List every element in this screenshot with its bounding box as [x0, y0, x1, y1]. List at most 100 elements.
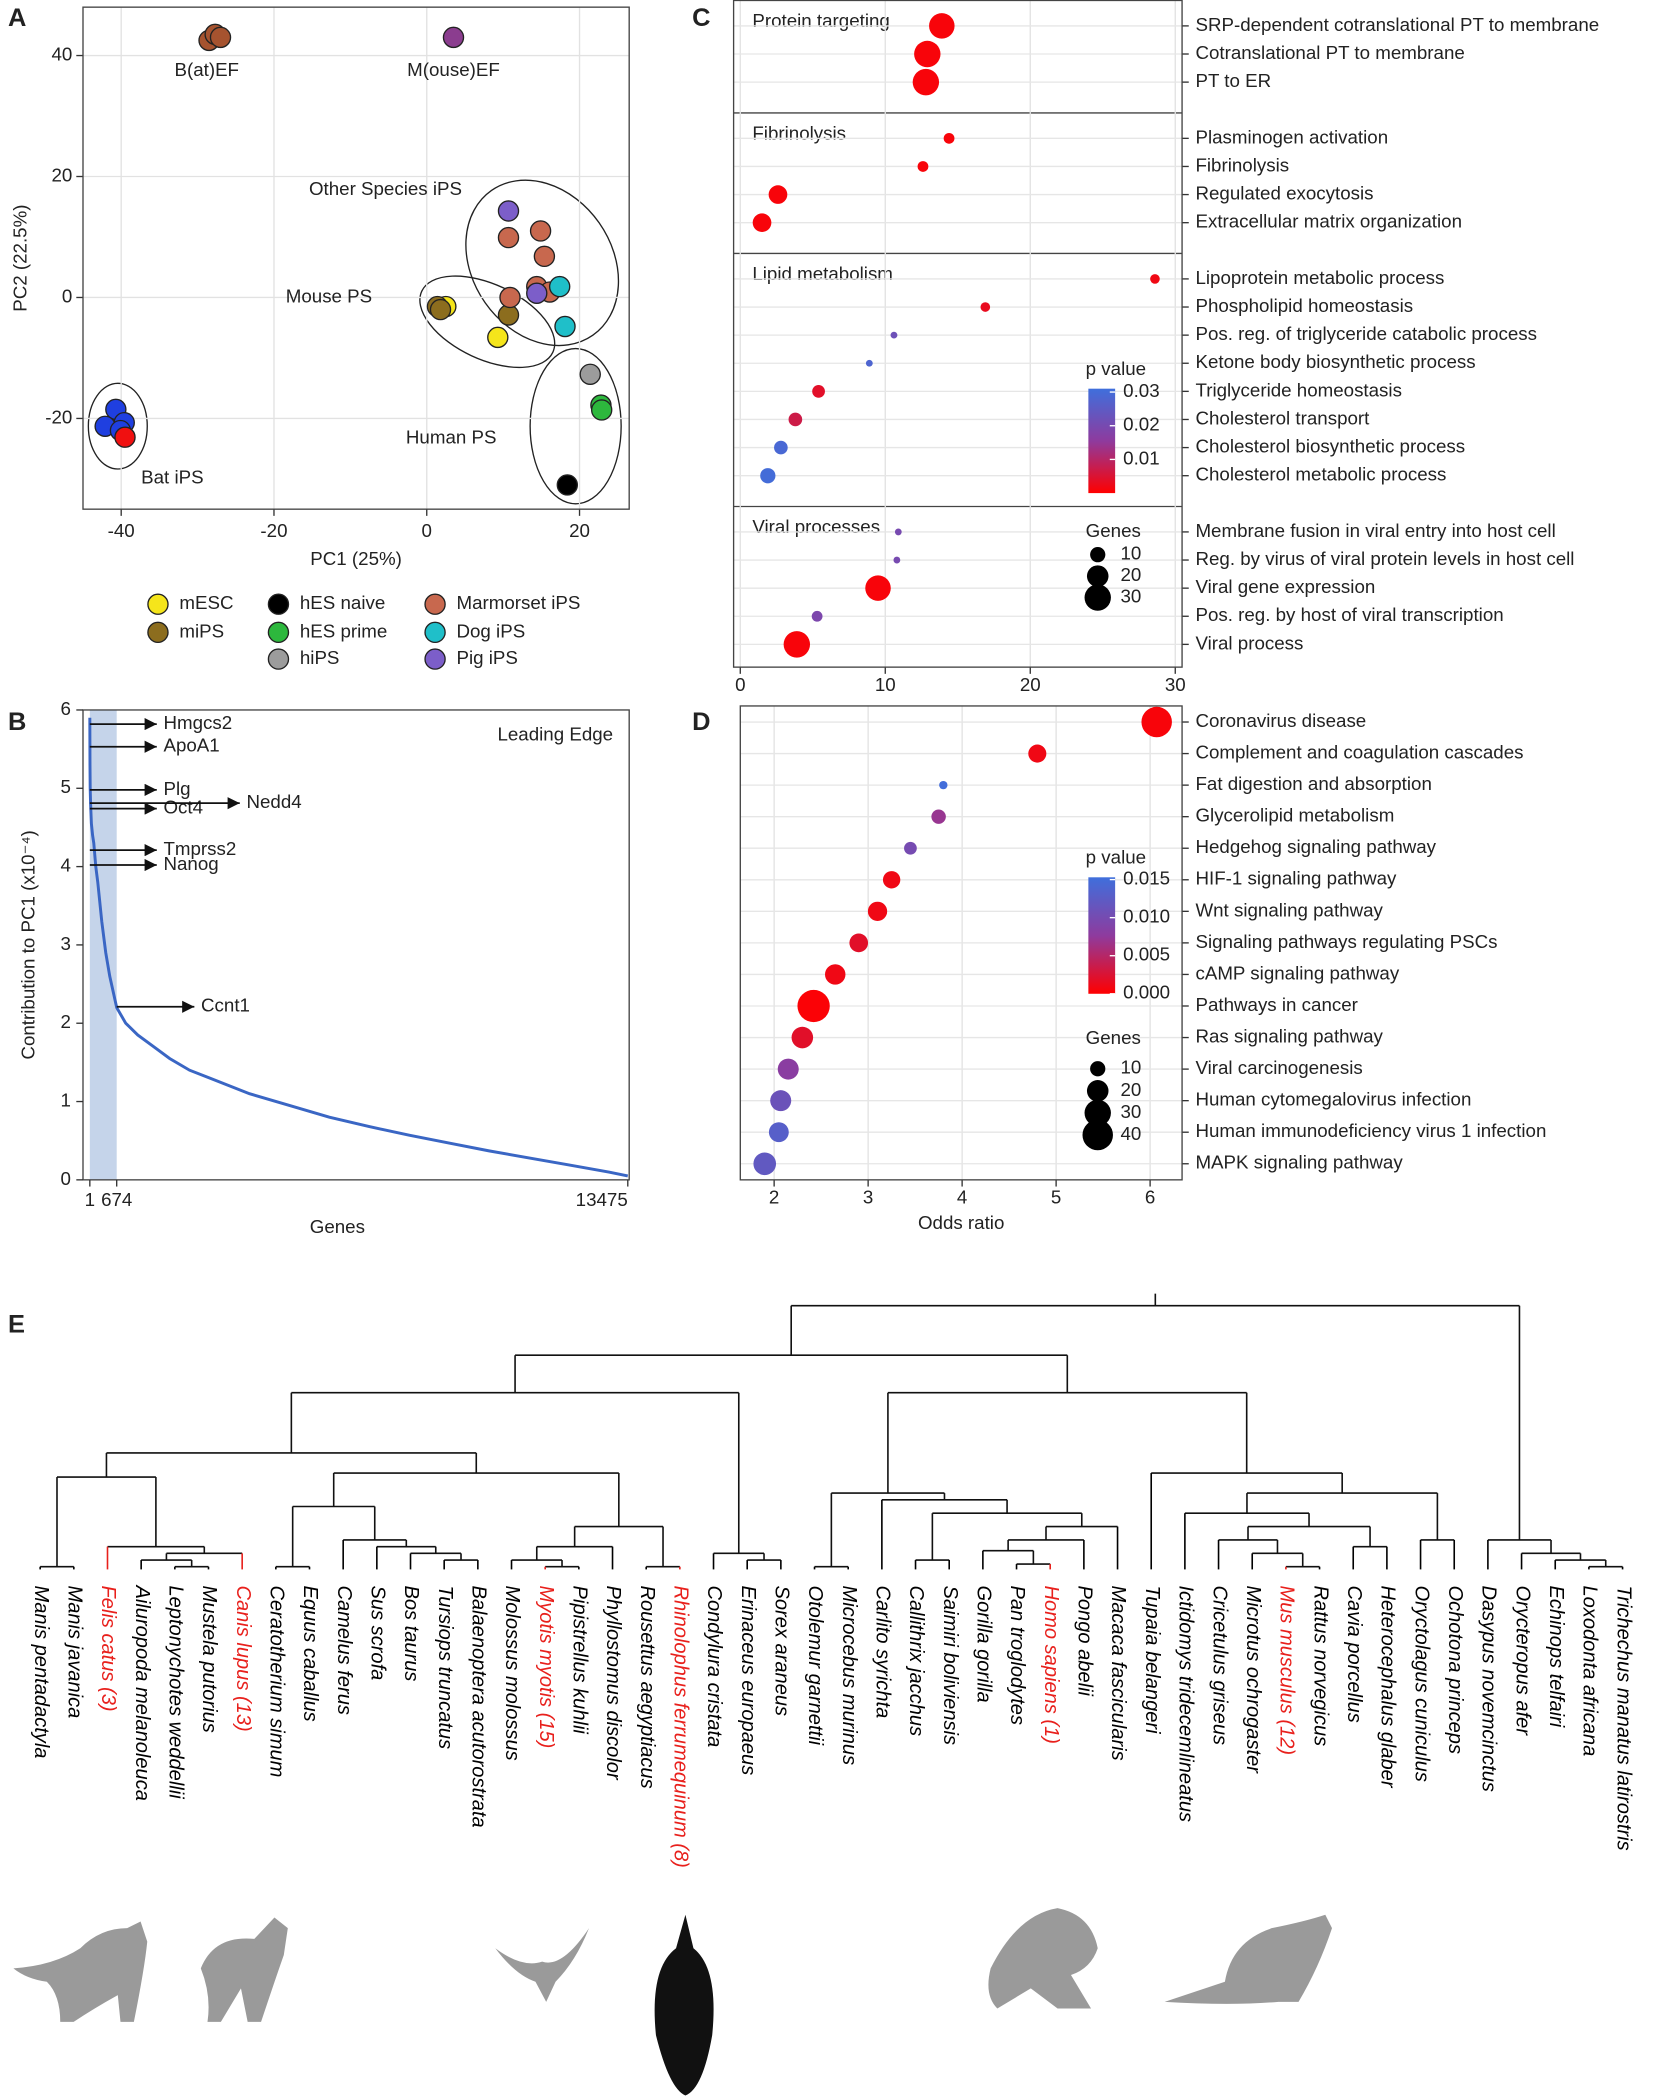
point [554, 315, 576, 338]
y-tick-label: HIF-1 signaling pathway [1195, 868, 1397, 889]
y-tick-label: Membrane fusion in viral entry into host… [1195, 520, 1555, 541]
legend-label: hES prime [300, 620, 387, 641]
dot [770, 1090, 792, 1112]
colorbar-tick-label: 0.03 [1123, 380, 1159, 401]
y-tick-label: Ketone body biosynthetic process [1195, 351, 1475, 372]
leaf-label: Microcebus murinus [838, 1585, 860, 1765]
dot [791, 1026, 814, 1049]
y-tick-label: Lipoprotein metabolic process [1195, 267, 1444, 288]
dot [797, 989, 830, 1023]
y-tick-label: Pos. reg. by host of viral transcription [1195, 604, 1503, 625]
group-label: Fibrinolysis [752, 122, 846, 143]
size-legend-label: 40 [1120, 1123, 1141, 1144]
leaf-label: Trichechus manatus latirostris [1612, 1585, 1634, 1850]
size-legend-title: Genes [1086, 520, 1141, 541]
leaf-label: Balaenoptera acutorostrata [468, 1585, 490, 1827]
leaf-label: Ceratotherium simum [266, 1585, 288, 1777]
legend-label: Pig iPS [456, 647, 517, 668]
plot-frame [739, 705, 1183, 1181]
leaf-label: Otolemur garnettii [804, 1585, 826, 1745]
annotation: Mouse PS [286, 285, 372, 306]
size-legend-label: 30 [1120, 585, 1141, 606]
y-tick-label: 40 [51, 43, 72, 64]
group-label: Protein targeting [752, 10, 889, 31]
point [209, 26, 232, 49]
size-legend-dot [1084, 1099, 1111, 1127]
leaf-label: Tursiops truncatus [434, 1585, 456, 1749]
leaf-label: Ochotona princeps [1444, 1585, 1466, 1754]
point [497, 200, 520, 222]
dot [939, 780, 948, 790]
x-tick-label: -20 [260, 520, 287, 541]
y-tick-label: 1 [61, 1089, 71, 1110]
x-axis-label: Odds ratio [918, 1212, 1004, 1233]
dot [753, 1152, 777, 1176]
annotation: Other Species iPS [309, 178, 462, 199]
y-tick-label: -20 [45, 406, 72, 427]
size-legend-label: 20 [1120, 1079, 1141, 1100]
legend-swatch [424, 593, 446, 615]
annotation: Human PS [406, 426, 497, 447]
y-tick-label: Human cytomegalovirus infection [1195, 1089, 1471, 1110]
x-tick-label: 10 [875, 674, 896, 695]
leaf-label: Dasypus novemcinctus [1478, 1585, 1500, 1791]
y-tick-label: Fat digestion and absorption [1195, 773, 1431, 794]
point [114, 426, 136, 448]
point [499, 286, 521, 309]
dot [811, 610, 823, 622]
annotation: M(ouse)EF [407, 59, 500, 80]
y-tick-label: Wnt signaling pathway [1195, 899, 1383, 920]
cluster-outline [465, 179, 620, 347]
y-tick-label: Pos. reg. of triglyceride catabolic proc… [1195, 323, 1537, 344]
leaf-label: Cavia porcellus [1343, 1585, 1365, 1722]
point [556, 474, 579, 496]
legend-swatch [424, 648, 446, 670]
size-legend-label: 20 [1120, 564, 1141, 585]
colorbar-tick-label: 0.02 [1123, 414, 1159, 435]
dot [904, 841, 917, 855]
size-legend-label: 10 [1120, 1057, 1141, 1078]
leaf-label: Equus caballus [299, 1585, 321, 1721]
point [533, 245, 556, 268]
leaf-label: Sus scrofa [367, 1585, 389, 1680]
leaf-label: Callithrix jacchus [905, 1585, 927, 1736]
leaf-label: Phyllostomus discolor [602, 1585, 624, 1780]
size-legend-dot [1086, 1080, 1109, 1102]
leaf-label: Sorex araneus [771, 1585, 793, 1716]
legend-swatch [147, 593, 169, 615]
silhouette [200, 1917, 288, 2022]
dot [783, 631, 811, 658]
leaf-label: Leptonychotes weddellii [165, 1585, 187, 1799]
annotation: Nedd4 [246, 791, 301, 812]
leaf-label: Rattus norvegicus [1309, 1585, 1331, 1746]
dot [943, 132, 955, 144]
point [548, 275, 571, 298]
x-tick-label: 4 [957, 1187, 967, 1208]
panel-letter: B [8, 708, 26, 736]
y-tick-label: 20 [51, 164, 72, 185]
legend-label: miPS [179, 620, 224, 641]
dot [812, 384, 825, 398]
silhouette [13, 1921, 148, 2022]
leaf-label: Gorilla gorilla [973, 1585, 995, 1702]
leaf-label: Oryctolagus cuniculus [1410, 1585, 1432, 1781]
dot [890, 331, 898, 339]
dot [865, 575, 891, 601]
leaf-label: Heterocephalus glaber [1377, 1585, 1399, 1788]
dot [1141, 706, 1172, 738]
annotation: Bat iPS [141, 466, 203, 487]
y-tick-label: Viral gene expression [1195, 576, 1375, 597]
y-tick-label: Extracellular matrix organization [1195, 211, 1462, 232]
x-tick-label: 20 [569, 520, 590, 541]
leaf-label: Condylura cristata [703, 1585, 725, 1747]
y-tick-label: cAMP signaling pathway [1195, 962, 1399, 983]
y-tick-label: Cholesterol biosynthetic process [1195, 436, 1465, 457]
annotation: Hmgcs2 [163, 712, 232, 733]
annotation: Tmprss2 [163, 838, 236, 859]
dot [865, 359, 873, 367]
colorbar-tick-label: 0.005 [1123, 944, 1170, 965]
point [590, 399, 613, 421]
colorbar-tick-label: 0.000 [1123, 982, 1170, 1003]
x-tick-label: 0 [422, 520, 432, 541]
y-tick-label: Complement and coagulation cascades [1195, 742, 1523, 763]
